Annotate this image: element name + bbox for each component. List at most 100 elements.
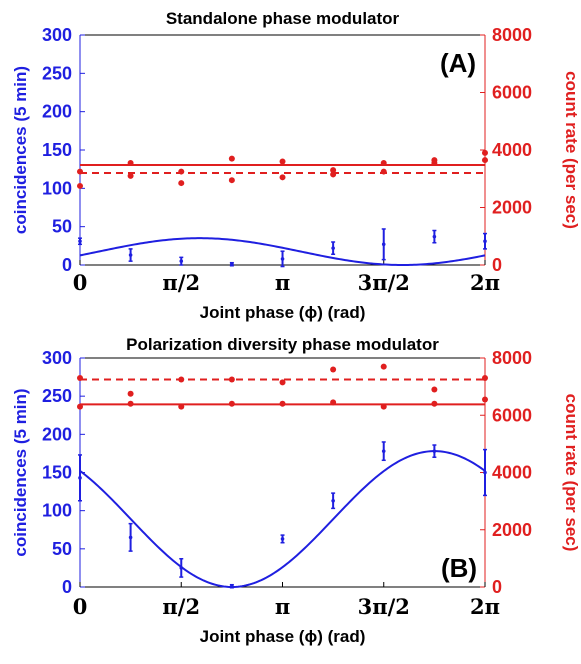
- count-rate-point: [431, 400, 438, 407]
- count-rate-point: [481, 149, 488, 156]
- coincidence-point: [331, 246, 335, 250]
- coincidence-point: [381, 449, 386, 453]
- count-rate-point: [481, 157, 488, 164]
- count-rate-point: [127, 400, 134, 407]
- coincidence-point: [331, 498, 335, 503]
- count-rate-point: [127, 172, 134, 179]
- right-tick-label: 8000: [492, 348, 532, 368]
- right-tick-label: 6000: [492, 83, 532, 103]
- x-tick-label: 3π/2: [358, 270, 410, 295]
- left-tick-label: 100: [42, 178, 72, 198]
- coincidence-point: [432, 449, 437, 453]
- coincidence-point: [78, 239, 82, 244]
- count-rate-point: [228, 155, 235, 162]
- count-rate-point: [279, 379, 286, 386]
- right-tick-label: 8000: [492, 25, 532, 45]
- left-y-axis-label: coincidences (5 min): [11, 388, 30, 556]
- chart-panel-b: Polarization diversity phase modulator 0 5…: [11, 335, 581, 646]
- x-tick-label: 2π: [470, 594, 500, 619]
- left-tick-label: 50: [52, 217, 72, 237]
- x-tick-label: 0: [73, 270, 88, 295]
- x-tick-label: 3π/2: [358, 594, 410, 619]
- right-y-axis-label: count rate (per sec): [562, 71, 581, 229]
- count-rate-point: [279, 158, 286, 165]
- x-tick-label: π: [275, 594, 290, 619]
- left-tick-label: 250: [42, 63, 72, 83]
- x-tick-label: π/2: [162, 594, 200, 619]
- count-rate-point: [77, 375, 83, 382]
- count-rate-point: [380, 168, 387, 175]
- count-rate-point: [380, 403, 387, 410]
- left-tick-label: 150: [42, 463, 72, 483]
- count-rate-point: [178, 180, 185, 187]
- coincidence-fit-curve: [79, 450, 486, 589]
- x-axis-label: Joint phase (ϕ) (rad): [200, 303, 366, 322]
- x-tick-label: 0: [73, 594, 88, 619]
- left-tick-label: 100: [42, 501, 72, 521]
- count-rate-point: [431, 386, 438, 393]
- coincidence-point: [432, 234, 437, 239]
- coincidence-point: [483, 239, 487, 244]
- coincidence-point: [483, 470, 487, 475]
- coincidence-point: [179, 259, 184, 263]
- coincidence-point: [381, 242, 386, 247]
- coincidence-point: [78, 476, 82, 480]
- left-tick-label: 300: [42, 25, 72, 45]
- x-tick-label: π: [275, 270, 290, 295]
- count-rate-point: [330, 167, 337, 174]
- right-tick-label: 2000: [492, 198, 532, 218]
- count-rate-point: [481, 375, 488, 382]
- right-tick-label: 4000: [492, 463, 532, 483]
- left-tick-label: 250: [42, 386, 72, 406]
- coincidence-fit-curve: [79, 237, 486, 266]
- count-rate-point: [279, 400, 286, 407]
- count-rate-point: [228, 400, 235, 407]
- count-rate-point: [228, 376, 235, 383]
- count-rate-point: [178, 403, 185, 410]
- right-tick-label: 2000: [492, 520, 532, 540]
- count-rate-point: [330, 171, 337, 178]
- count-rate-point: [127, 390, 134, 397]
- chart-title: Standalone phase modulator: [166, 9, 400, 28]
- right-tick-label: 0: [492, 577, 502, 597]
- count-rate-point: [481, 396, 488, 403]
- count-rate-point: [178, 376, 185, 383]
- coincidence-point: [280, 537, 285, 541]
- right-tick-label: 4000: [492, 140, 532, 160]
- left-tick-label: 0: [62, 577, 72, 597]
- panel-tag: (A): [440, 48, 476, 78]
- left-tick-label: 200: [42, 424, 72, 444]
- left-tick-label: 200: [42, 102, 72, 122]
- coincidence-point: [128, 535, 133, 540]
- count-rate-point: [77, 182, 83, 189]
- right-tick-label: 6000: [492, 405, 532, 425]
- left-tick-label: 50: [52, 539, 72, 559]
- left-tick-label: 0: [62, 255, 72, 275]
- x-tick-label: π/2: [162, 270, 200, 295]
- left-tick-label: 150: [42, 140, 72, 160]
- panel-tag: (B): [441, 553, 477, 583]
- count-rate-point: [380, 159, 387, 166]
- left-tick-label: 300: [42, 348, 72, 368]
- right-y-axis-label: count rate (per sec): [562, 394, 581, 552]
- coincidence-point: [128, 253, 133, 257]
- coincidence-point: [280, 257, 285, 261]
- count-rate-point: [380, 363, 387, 370]
- right-tick-label: 0: [492, 255, 502, 275]
- count-rate-point: [279, 174, 286, 181]
- count-rate-point: [431, 159, 438, 166]
- count-rate-point: [228, 177, 235, 184]
- left-y-axis-label: coincidences (5 min): [11, 66, 30, 234]
- count-rate-point: [127, 159, 134, 166]
- count-rate-point: [77, 403, 83, 410]
- chart-title: Polarization diversity phase modulator: [126, 335, 439, 354]
- coincidence-point: [230, 584, 234, 589]
- x-tick-label: 2π: [470, 270, 500, 295]
- x-axis-label: Joint phase (ϕ) (rad): [200, 627, 366, 646]
- chart-panel-a: Standalone phase modulator 0 50 100 150 200 25…: [11, 9, 581, 322]
- coincidence-point: [179, 566, 184, 570]
- count-rate-point: [330, 366, 337, 373]
- count-rate-point: [330, 399, 337, 406]
- coincidence-point: [230, 262, 234, 267]
